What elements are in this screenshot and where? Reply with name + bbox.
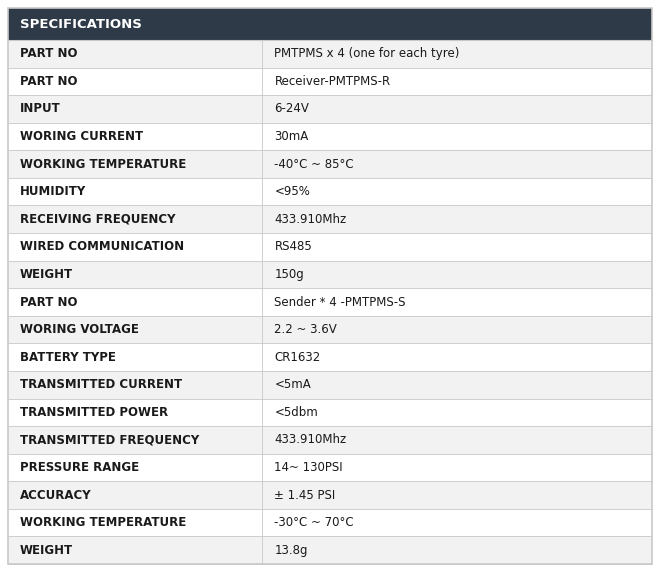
Text: 150g: 150g (275, 268, 304, 281)
Bar (8, 343, 652, 371)
Text: SPECIFICATIONS: SPECIFICATIONS (20, 18, 142, 30)
Text: BATTERY TYPE: BATTERY TYPE (20, 351, 116, 364)
Text: PMTPMS x 4 (one for each tyre): PMTPMS x 4 (one for each tyre) (275, 47, 460, 60)
Text: TRANSMITTED FREQUENCY: TRANSMITTED FREQUENCY (20, 434, 199, 446)
Text: ACCURACY: ACCURACY (20, 488, 92, 502)
Bar (8, 8, 652, 40)
Text: WIRED COMMUNICATION: WIRED COMMUNICATION (20, 240, 184, 253)
Text: WORING CURRENT: WORING CURRENT (20, 130, 143, 143)
Bar (8, 481, 652, 509)
Text: ± 1.45 PSI: ± 1.45 PSI (275, 488, 336, 502)
Text: 30mA: 30mA (275, 130, 309, 143)
Text: Sender * 4 -PMTPMS-S: Sender * 4 -PMTPMS-S (275, 296, 406, 308)
Text: INPUT: INPUT (20, 102, 61, 116)
Text: WORKING TEMPERATURE: WORKING TEMPERATURE (20, 158, 186, 170)
Text: PART NO: PART NO (20, 296, 77, 308)
Bar (8, 261, 652, 288)
Text: PART NO: PART NO (20, 75, 77, 88)
Text: <5mA: <5mA (275, 378, 311, 391)
Bar (8, 40, 652, 67)
Text: HUMIDITY: HUMIDITY (20, 185, 86, 198)
Bar (8, 426, 652, 454)
Text: WEIGHT: WEIGHT (20, 544, 73, 557)
Bar (8, 178, 652, 205)
Bar (8, 371, 652, 399)
Bar (8, 316, 652, 343)
Text: <95%: <95% (275, 185, 310, 198)
Text: <5dbm: <5dbm (275, 406, 318, 419)
Text: Receiver-PMTPMS-R: Receiver-PMTPMS-R (275, 75, 391, 88)
Text: TRANSMITTED CURRENT: TRANSMITTED CURRENT (20, 378, 182, 391)
Text: 14~ 130PSI: 14~ 130PSI (275, 461, 343, 474)
Text: WORING VOLTAGE: WORING VOLTAGE (20, 323, 139, 336)
Bar (8, 67, 652, 95)
Text: RS485: RS485 (275, 240, 312, 253)
Bar (8, 288, 652, 316)
Text: 13.8g: 13.8g (275, 544, 308, 557)
Text: PART NO: PART NO (20, 47, 77, 60)
Text: WORKING TEMPERATURE: WORKING TEMPERATURE (20, 516, 186, 529)
Text: PRESSURE RANGE: PRESSURE RANGE (20, 461, 139, 474)
Bar (8, 150, 652, 178)
Text: -40°C ~ 85°C: -40°C ~ 85°C (275, 158, 354, 170)
Text: CR1632: CR1632 (275, 351, 321, 364)
Bar (8, 399, 652, 426)
Text: 433.910Mhz: 433.910Mhz (275, 434, 346, 446)
Bar (8, 454, 652, 481)
Text: 433.910Mhz: 433.910Mhz (275, 213, 346, 226)
Bar (8, 233, 652, 261)
Bar (8, 123, 652, 150)
Bar (8, 537, 652, 564)
Text: WEIGHT: WEIGHT (20, 268, 73, 281)
Text: RECEIVING FREQUENCY: RECEIVING FREQUENCY (20, 213, 176, 226)
Text: 6-24V: 6-24V (275, 102, 310, 116)
Bar (8, 509, 652, 537)
Bar (8, 205, 652, 233)
Text: -30°C ~ 70°C: -30°C ~ 70°C (275, 516, 354, 529)
Text: TRANSMITTED POWER: TRANSMITTED POWER (20, 406, 168, 419)
Bar (8, 95, 652, 123)
Text: 2.2 ~ 3.6V: 2.2 ~ 3.6V (275, 323, 337, 336)
